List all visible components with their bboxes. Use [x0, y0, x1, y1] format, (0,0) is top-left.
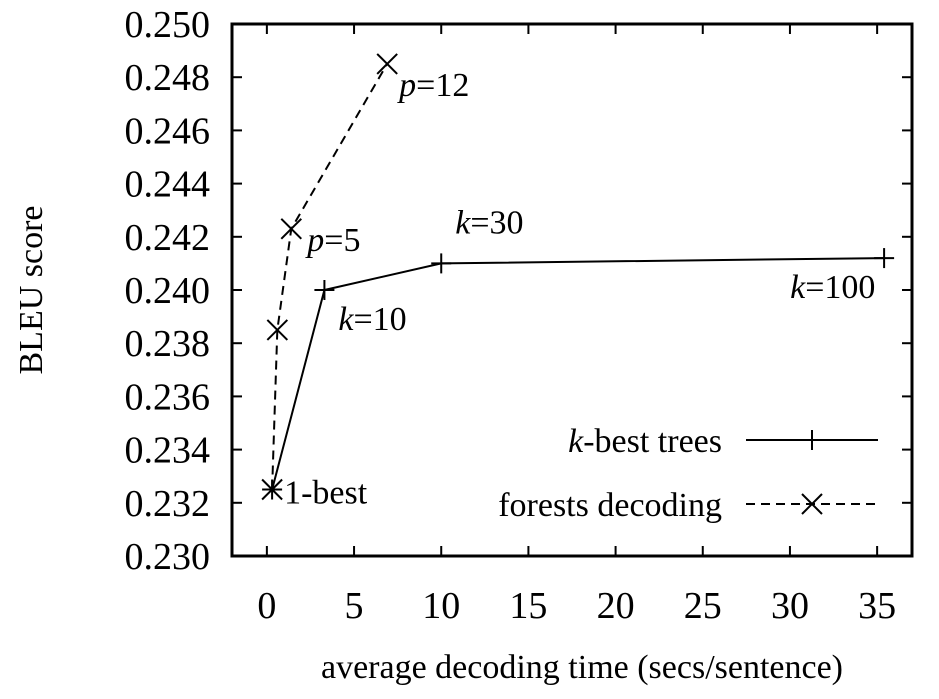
y-tick-label: 0.240 [125, 270, 211, 312]
axis-ticks [232, 23, 912, 557]
series-line [271, 63, 389, 490]
data-point [376, 53, 398, 75]
point-annotation: k=10 [338, 301, 406, 338]
legend-label: forests decoding [498, 487, 722, 524]
x-axis-label: average decoding time (secs/sentence) [321, 649, 843, 686]
y-tick-label: 0.230 [125, 536, 211, 578]
x-tick-label: 10 [422, 585, 460, 627]
point-annotation: p=12 [397, 67, 469, 104]
y-tick-label: 0.244 [125, 164, 211, 206]
series-layer [261, 53, 895, 501]
annotation-text: =10 [354, 301, 407, 338]
series-1 [261, 53, 398, 501]
annotation-text: =30 [470, 204, 523, 241]
y-axis-label: BLEU score [13, 205, 50, 374]
annotation-variable: k [338, 301, 354, 338]
annotation-variable: p [397, 67, 416, 104]
data-point [261, 478, 283, 501]
y-tick-label: 0.246 [125, 110, 211, 152]
legend-label: k-best trees [568, 423, 722, 460]
point-annotation: p=5 [305, 222, 360, 259]
point-annotation: k=100 [790, 269, 875, 306]
x-tick-label: 0 [257, 585, 276, 627]
x-tick-label: 35 [858, 585, 896, 627]
axis-tick-labels: 0 5 10 15 20 25 30 35 0.230 0.232 0.234 0.236 0.238 0… [125, 4, 897, 627]
point-annotation: 1-best [284, 475, 368, 512]
x-tick-label: 20 [597, 585, 635, 627]
annotation-text: 1-best [284, 475, 368, 512]
data-point [266, 319, 289, 341]
x-tick-label: 25 [684, 585, 722, 627]
annotation-text: =5 [324, 222, 360, 259]
annotation-variable: k [455, 204, 471, 241]
data-point [280, 218, 302, 240]
y-tick-label: 0.236 [125, 376, 211, 418]
annotation-text: =100 [805, 269, 875, 306]
x-tick-label: 5 [345, 585, 364, 627]
annotation-variable: k [790, 269, 806, 306]
x-tick-label: 15 [509, 585, 547, 627]
legend-swatch-marker [801, 493, 823, 515]
y-tick-label: 0.234 [125, 430, 211, 472]
series-line [271, 257, 885, 490]
y-tick-label: 0.242 [125, 217, 211, 259]
legend-label-variable: k [568, 423, 584, 460]
y-tick-label: 0.238 [125, 323, 211, 365]
point-annotation: k=30 [455, 204, 523, 241]
legend: k-best trees forests decoding [498, 423, 878, 524]
annotation-variable: p [305, 222, 324, 259]
annotation-text: =12 [416, 67, 469, 104]
x-tick-label: 30 [771, 585, 809, 627]
y-tick-label: 0.250 [125, 4, 211, 46]
y-tick-label: 0.248 [125, 57, 211, 99]
y-tick-label: 0.232 [125, 483, 211, 525]
legend-label-text: -best trees [583, 423, 722, 460]
